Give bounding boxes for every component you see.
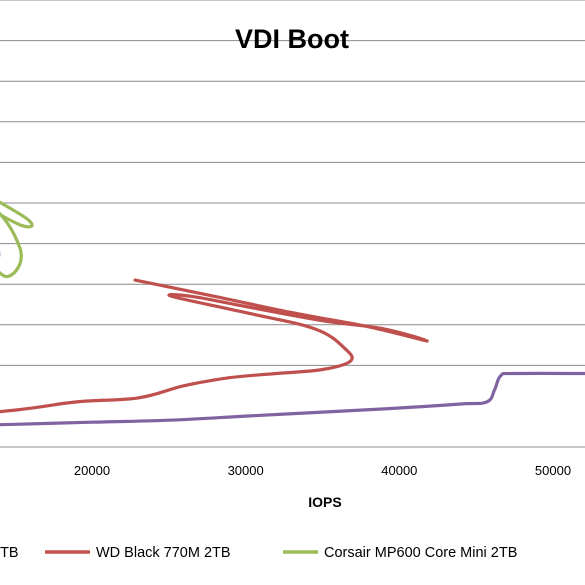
legend: 2TB WD Black 770M 2TB Corsair MP600 Core M… <box>0 545 517 561</box>
x-axis-tick-labels: 20000 30000 40000 50000 <box>74 463 571 478</box>
series-lines <box>0 200 585 427</box>
x-tick-label-0: 20000 <box>74 463 110 478</box>
series-line-3 <box>0 211 23 279</box>
x-tick-label-1: 30000 <box>228 463 264 478</box>
legend-label-0: 2TB <box>0 545 19 561</box>
legend-label-1: WD Black 770M 2TB <box>96 545 231 561</box>
x-tick-label-2: 40000 <box>381 463 417 478</box>
series-line-2 <box>0 278 429 414</box>
x-axis-label: IOPS <box>308 494 341 510</box>
gridlines <box>0 0 585 448</box>
series-line-4 <box>0 200 34 229</box>
series-line-5 <box>0 371 585 427</box>
x-tick-label-3: 50000 <box>535 463 571 478</box>
legend-label-2: Corsair MP600 Core Mini 2TB <box>324 545 517 561</box>
chart-title: VDI Boot <box>235 24 349 54</box>
